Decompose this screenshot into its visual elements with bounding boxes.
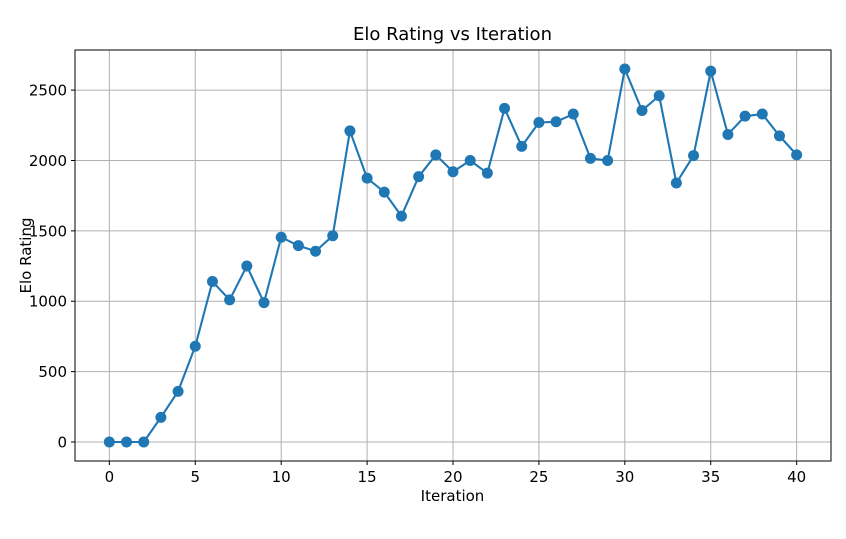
chart-title: Elo Rating vs Iteration [353, 24, 552, 45]
data-point-marker [344, 125, 356, 137]
data-point-marker [206, 276, 218, 288]
data-point-marker [103, 436, 115, 448]
x-tick-label: 15 [358, 468, 377, 486]
data-point-marker [189, 340, 201, 352]
x-tick-label: 10 [272, 468, 291, 486]
data-point-marker [619, 63, 631, 75]
data-point-marker [378, 186, 390, 198]
data-point-marker [138, 436, 150, 448]
data-point-marker [224, 294, 236, 306]
data-point-marker [773, 130, 785, 142]
data-point-marker [756, 108, 768, 120]
y-tick-label: 0 [57, 433, 67, 451]
data-point-marker [602, 154, 614, 166]
data-point-marker [241, 260, 253, 272]
x-tick-label: 5 [190, 468, 200, 486]
data-point-marker [430, 149, 442, 161]
data-point-marker [447, 166, 459, 178]
data-point-marker [705, 65, 717, 77]
y-tick-label: 2500 [29, 82, 67, 100]
data-point-marker [121, 436, 133, 448]
data-point-marker [481, 167, 493, 179]
data-point-marker [327, 230, 339, 242]
x-tick-label: 25 [529, 468, 548, 486]
data-point-marker [516, 140, 528, 152]
data-point-marker [310, 245, 322, 257]
data-point-marker [670, 177, 682, 189]
data-point-marker [292, 240, 304, 252]
axis-ticks: 0 5 10 15 20 25 30 35 40 0 500 1000 1500 2000 2500 [29, 82, 806, 486]
data-point-marker [653, 90, 665, 102]
x-tick-label: 30 [615, 468, 634, 486]
data-point-marker [275, 231, 287, 243]
data-point-marker [739, 110, 751, 122]
data-point-marker [636, 105, 648, 117]
x-tick-label: 35 [701, 468, 720, 486]
data-point-marker [413, 171, 425, 183]
data-point-marker [584, 152, 596, 164]
data-point-marker [172, 385, 184, 397]
x-tick-label: 20 [443, 468, 462, 486]
y-tick-label: 1000 [29, 293, 67, 311]
y-tick-label: 2000 [29, 152, 67, 170]
data-point-marker [258, 297, 270, 309]
y-axis-label: Elo Rating [17, 218, 35, 294]
data-point-marker [155, 411, 167, 423]
x-tick-label: 0 [105, 468, 115, 486]
y-tick-label: 500 [38, 363, 67, 381]
x-tick-label: 40 [787, 468, 806, 486]
data-point-marker [395, 210, 407, 222]
data-series [103, 63, 803, 448]
data-point-marker [688, 150, 700, 162]
data-point-marker [533, 116, 545, 128]
y-tick-label: 1500 [29, 222, 67, 240]
data-point-marker [722, 128, 734, 140]
data-point-marker [464, 154, 476, 166]
x-axis-label: Iteration [421, 487, 485, 505]
grid-lines [75, 50, 831, 461]
data-point-marker [550, 116, 562, 128]
data-point-marker [361, 172, 373, 184]
data-point-marker [791, 149, 803, 161]
data-point-marker [499, 102, 511, 114]
data-point-marker [567, 108, 579, 120]
